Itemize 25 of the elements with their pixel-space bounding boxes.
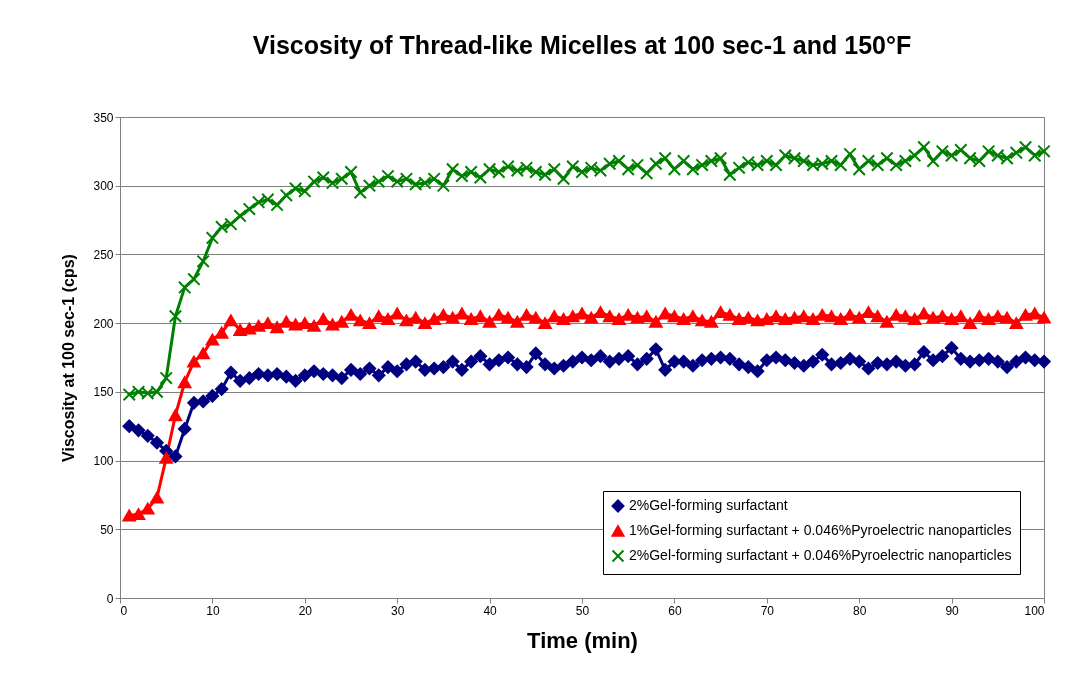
y-axis-title: Viscosity at 100 sec-1 (cps) bbox=[60, 254, 78, 462]
legend-label: 2%Gel-forming surfactant bbox=[629, 497, 788, 513]
x-tick-label: 40 bbox=[483, 603, 498, 618]
y-tick-label: 250 bbox=[93, 247, 114, 262]
y-tick-label: 350 bbox=[93, 110, 114, 125]
x-tick-label: 0 bbox=[120, 603, 128, 618]
x-tick-label: 80 bbox=[853, 603, 867, 618]
legend-label: 2%Gel-forming surfactant + 0.046%Pyroelectric nanoparticles bbox=[629, 547, 1012, 563]
x-tick-label: 60 bbox=[668, 603, 682, 618]
y-tick-label: 100 bbox=[93, 454, 114, 469]
y-tick-label: 0 bbox=[106, 591, 114, 606]
x-axis-title: Time (min) bbox=[527, 627, 638, 653]
y-tick-label: 200 bbox=[93, 316, 114, 331]
y-tick-label: 150 bbox=[93, 385, 114, 400]
chart-title: Viscosity of Thread-like Micelles at 100 sec-1 and 150°F bbox=[252, 31, 912, 59]
x-tick-label: 70 bbox=[760, 603, 775, 618]
x-tick-label: 90 bbox=[945, 603, 960, 618]
y-tick-label: 300 bbox=[93, 179, 114, 194]
x-tick-label: 100 bbox=[1024, 603, 1045, 618]
x-tick-label: 30 bbox=[391, 603, 405, 618]
y-tick-label: 50 bbox=[100, 522, 114, 537]
legend-label: 1%Gel-forming surfactant + 0.046%Pyroelectric nanoparticles bbox=[629, 522, 1012, 538]
x-tick-label: 10 bbox=[206, 603, 220, 618]
x-tick-label: 20 bbox=[298, 603, 313, 618]
x-tick-label: 50 bbox=[575, 603, 590, 618]
